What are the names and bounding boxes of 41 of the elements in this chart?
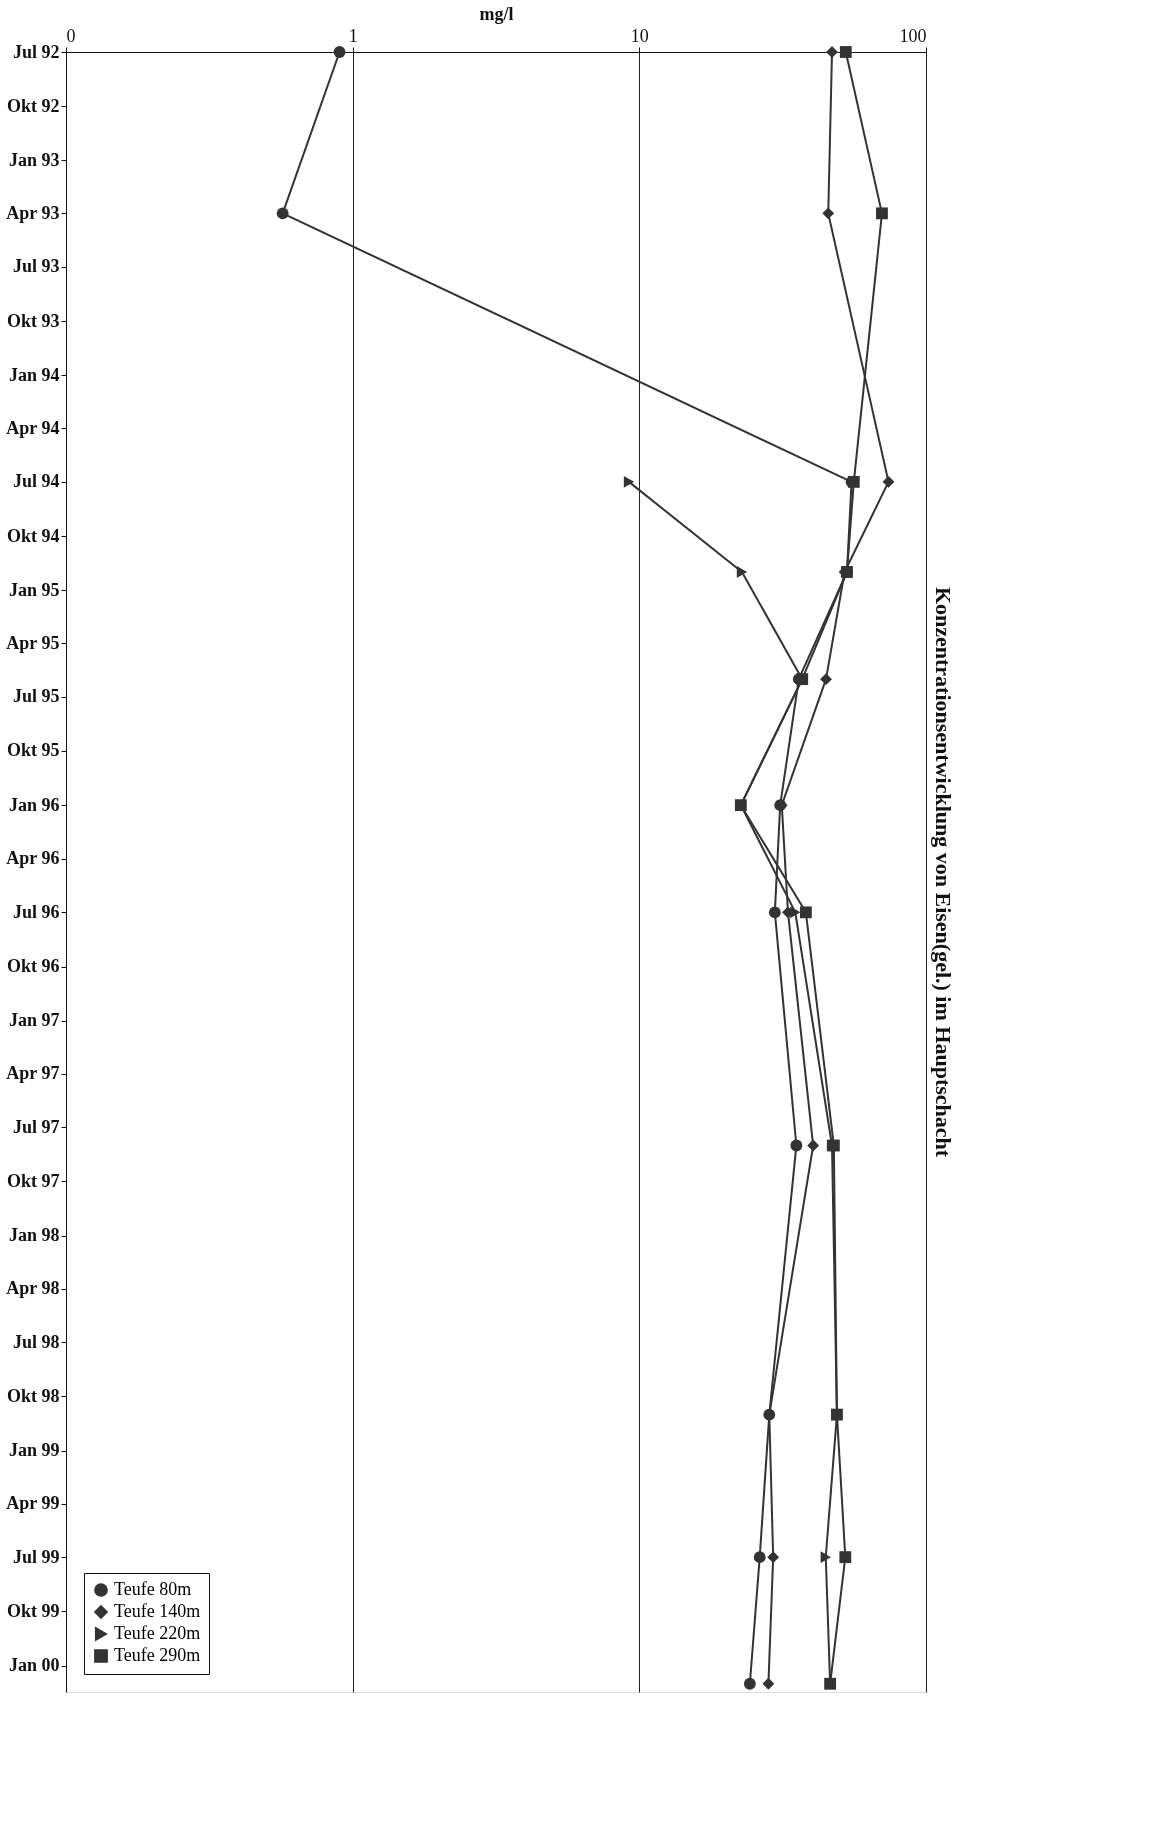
legend-label: Teufe 290m [114,1645,201,1665]
y-tick-label: Jan 94 [8,364,60,385]
y-tick-label: Apr 93 [6,202,60,223]
y-tick-label: Okt 92 [6,95,60,116]
y-tick-label: Jul 93 [12,256,60,277]
y-tick-label: Apr 99 [6,1493,60,1514]
y-tick-label: Jan 00 [8,1655,60,1675]
legend-label: Teufe 80m [114,1579,192,1599]
y-tick-label: Apr 95 [6,632,60,653]
y-tick-label: Okt 99 [6,1600,60,1621]
y-tick-label: Jul 96 [12,901,60,922]
y-tick-label: Apr 96 [6,848,60,869]
y-tick-label: Apr 97 [6,1063,60,1084]
y-tick-label: Jul 95 [12,686,60,707]
y-tick-label: Jan 97 [8,1010,60,1031]
y-tick-label: Okt 96 [6,956,60,977]
y-tick-label: Okt 94 [6,525,60,546]
y-tick-label: Jul 92 [12,41,60,62]
legend-label: Teufe 220m [114,1623,201,1643]
text: Konzentrationsentwicklung von Eisen(gel.) im Hauptschacht [930,586,956,1158]
x-tick-label: 0 [66,25,76,46]
x-tick-label: 100 [899,25,927,46]
y-tick-label: Okt 93 [6,310,60,331]
x-tick-label: 10 [630,25,649,46]
y-tick-label: Jan 96 [8,794,60,815]
legend-label: Teufe 140m [114,1601,201,1621]
y-tick-label: Jan 95 [8,579,60,600]
y-tick-label: Jul 99 [12,1546,60,1567]
y-tick-label: Apr 94 [6,417,60,438]
y-tick-label: Okt 95 [6,740,60,761]
y-tick-label: Jan 99 [8,1440,60,1461]
y-tick-label: Jul 97 [12,1116,60,1137]
y-tick-label: Jul 94 [12,471,60,492]
y-tick-label: Okt 98 [6,1385,60,1406]
y-tick-label: Jul 98 [12,1331,60,1352]
y-tick-label: Apr 98 [6,1278,60,1299]
y-tick-label: Jan 98 [8,1225,60,1246]
x-axis-title: mg/l [479,3,514,24]
x-tick-label: 1 [348,25,358,46]
y-tick-label: Jan 93 [8,149,60,170]
y-tick-label: Okt 97 [6,1170,60,1191]
